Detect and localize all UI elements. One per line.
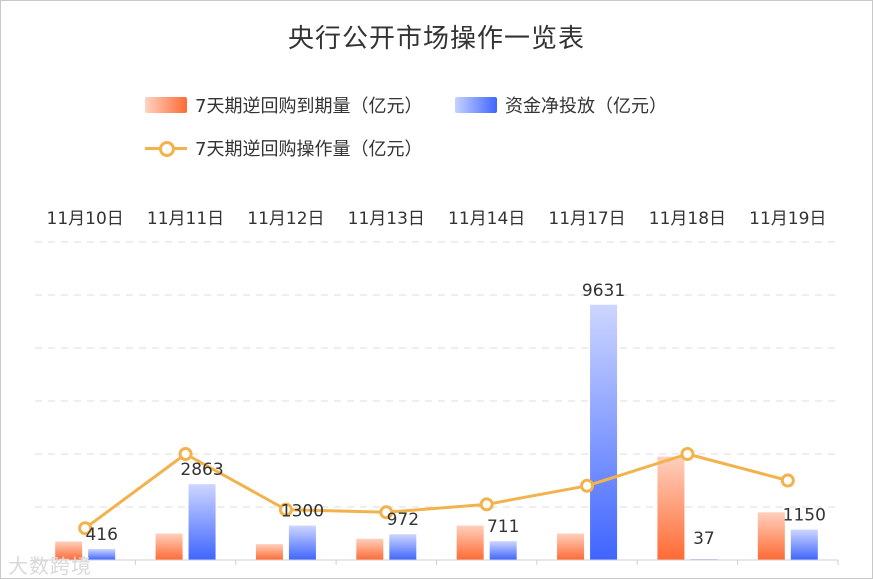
x-tick-label: 11月18日 — [649, 209, 726, 229]
bar-net-injection[interactable] — [590, 304, 618, 560]
legend-swatch-net-injection — [455, 97, 497, 113]
x-tick-label: 11月17日 — [548, 209, 625, 229]
bar-maturity[interactable] — [155, 533, 183, 561]
bar-net-injection[interactable] — [188, 484, 216, 560]
x-tick-label: 11月12日 — [247, 209, 324, 229]
legend-label-operation: 7天期逆回购操作量（亿元） — [195, 139, 423, 160]
operation-line-point[interactable] — [178, 447, 193, 461]
bar-net-injection[interactable] — [790, 529, 818, 560]
operation-line-point[interactable] — [278, 502, 293, 517]
watermark-logo: 大数跨境 — [8, 554, 92, 578]
legend-label-maturity: 7天期逆回购到期量（亿元） — [195, 96, 423, 117]
bar-maturity[interactable] — [356, 538, 384, 560]
legend-item-maturity[interactable]: 7天期逆回购到期量（亿元） — [145, 92, 422, 118]
data-label-net-injection: 9631 — [582, 281, 625, 301]
bar-maturity[interactable] — [757, 512, 785, 560]
grid-lines — [35, 241, 838, 508]
x-tick-label: 11月10日 — [47, 209, 124, 229]
operation-line-point[interactable] — [680, 447, 695, 461]
x-axis — [34, 559, 839, 565]
bar-net-injection[interactable] — [88, 548, 116, 560]
data-label-net-injection: 1150 — [783, 506, 826, 526]
legend-item-operation[interactable]: 7天期逆回购操作量（亿元） — [145, 135, 422, 161]
operation-line-point[interactable] — [580, 478, 595, 493]
operation-line-point[interactable] — [479, 497, 494, 512]
data-label-net-injection: 2863 — [180, 460, 223, 480]
legend-label-net-injection: 资金净投放（亿元） — [505, 96, 667, 117]
bar-net-injection[interactable] — [489, 541, 517, 560]
bar-maturity[interactable] — [657, 456, 685, 560]
x-axis-labels: 11月10日 11月11日 11月12日 11月13日 11月14日 11月17日 11月1… — [47, 209, 827, 229]
legend-swatch-maturity — [145, 97, 187, 113]
data-label-net-injection: 37 — [693, 529, 715, 549]
data-label-net-injection: 972 — [387, 510, 419, 530]
operation-line-point[interactable] — [780, 473, 795, 488]
x-tick-label: 11月14日 — [448, 209, 525, 229]
x-tick-label: 11月11日 — [147, 209, 224, 229]
operation-line-point[interactable] — [379, 505, 394, 520]
data-label-net-injection: 416 — [85, 525, 117, 545]
operation-line-path — [84, 452, 789, 530]
data-label-net-injection: 711 — [487, 517, 519, 537]
operation-line — [78, 447, 795, 536]
legend-swatch-operation — [145, 140, 187, 157]
x-tick-label: 11月13日 — [348, 209, 425, 229]
bar-net-injection[interactable] — [288, 525, 316, 560]
legend-item-net-injection[interactable]: 资金净投放（亿元） — [455, 92, 667, 118]
x-tick-label: 11月19日 — [749, 209, 826, 229]
bars — [55, 304, 818, 561]
operation-line-point[interactable] — [78, 521, 93, 536]
bar-maturity[interactable] — [557, 533, 585, 561]
data-label-net-injection: 1300 — [281, 502, 324, 522]
bar-maturity[interactable] — [456, 525, 484, 560]
bar-maturity[interactable] — [55, 541, 83, 560]
bar-net-injection[interactable] — [389, 534, 417, 560]
bar-maturity[interactable] — [255, 544, 283, 560]
chart-title: 央行公开市场操作一览表 — [287, 24, 585, 54]
data-labels: 416 2863 1300 972 711 9631 37 1150 — [85, 281, 825, 549]
